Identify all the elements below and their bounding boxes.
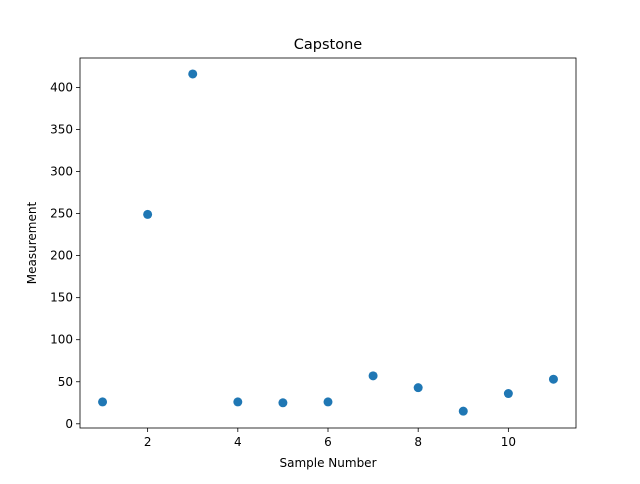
- x-tick-label-8: 8: [414, 435, 422, 449]
- y-tick-label-250: 250: [50, 207, 73, 221]
- x-tick-label-10: 10: [501, 435, 516, 449]
- data-point-7: [368, 371, 378, 381]
- data-point-2: [143, 209, 153, 219]
- y-tick-label-100: 100: [50, 333, 73, 347]
- y-tick-label-50: 50: [58, 375, 73, 389]
- plot-area: [80, 58, 576, 428]
- data-points: [98, 69, 558, 416]
- data-point-6: [323, 397, 333, 407]
- data-point-8: [413, 383, 423, 393]
- data-point-10: [503, 389, 513, 399]
- y-tick-label-400: 400: [50, 80, 73, 94]
- y-tick-label-350: 350: [50, 122, 73, 136]
- y-axis-label: Measurement: [25, 202, 39, 285]
- data-point-4: [233, 397, 243, 407]
- y-tick-label-300: 300: [50, 165, 73, 179]
- x-tick-label-4: 4: [234, 435, 242, 449]
- x-tick-label-6: 6: [324, 435, 332, 449]
- data-point-5: [278, 398, 288, 408]
- data-point-9: [458, 406, 468, 416]
- x-tick-label-2: 2: [144, 435, 152, 449]
- y-axis-ticks: 0 50 100 150 200 250 300 350 400: [50, 80, 80, 431]
- x-axis-label: Sample Number: [279, 456, 376, 470]
- y-tick-label-150: 150: [50, 291, 73, 305]
- data-point-3: [188, 69, 198, 79]
- data-point-11: [548, 374, 558, 384]
- y-tick-label-200: 200: [50, 249, 73, 263]
- y-tick-label-0: 0: [65, 417, 73, 431]
- data-point-1: [98, 397, 108, 407]
- chart-title: Capstone: [294, 37, 363, 53]
- x-axis-ticks: 2 4 6 8 10: [144, 428, 516, 449]
